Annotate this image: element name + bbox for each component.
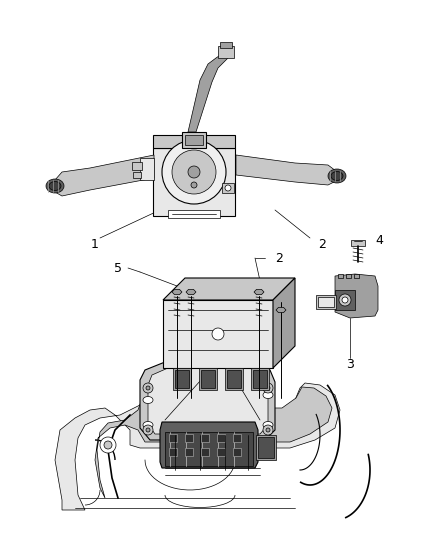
Circle shape [266,386,270,390]
Bar [182,132,206,148]
Circle shape [225,185,231,191]
Circle shape [263,425,273,435]
Bar [220,42,232,48]
Ellipse shape [263,392,273,399]
Bar [185,434,193,442]
Circle shape [339,294,351,306]
Bar [233,434,241,442]
Bar [168,210,220,218]
Bar [258,437,274,458]
Text: 4: 4 [375,233,383,246]
Bar [222,183,234,193]
Polygon shape [148,368,268,434]
Circle shape [266,428,270,432]
Bar [354,274,359,278]
Circle shape [263,383,273,393]
Bar [253,370,267,388]
Bar [153,148,235,216]
Polygon shape [335,274,378,318]
Polygon shape [172,289,182,295]
Bar [163,300,273,368]
Bar [217,434,225,442]
Circle shape [212,328,224,340]
Ellipse shape [263,422,273,429]
Bar [169,448,177,456]
Polygon shape [188,54,228,132]
Polygon shape [254,289,264,295]
Text: 3: 3 [346,359,354,372]
Text: 2: 2 [318,238,326,251]
Polygon shape [276,308,286,312]
Polygon shape [273,278,295,368]
Ellipse shape [49,182,61,190]
Bar [153,135,235,148]
Bar [165,432,253,466]
Bar [351,240,365,246]
Bar [218,46,234,58]
Circle shape [342,297,348,303]
Ellipse shape [46,179,64,193]
Text: 5: 5 [114,262,122,274]
Bar [335,290,355,310]
Circle shape [191,182,197,188]
Bar [173,368,191,390]
Circle shape [219,436,231,448]
Bar [256,435,276,460]
Bar [346,274,351,278]
Circle shape [162,140,226,204]
Bar [338,274,343,278]
Polygon shape [236,155,336,185]
Bar [132,162,142,170]
Bar [185,448,193,456]
Bar [201,448,209,456]
Polygon shape [160,422,258,468]
Polygon shape [55,155,154,196]
Bar [233,448,241,456]
Bar [318,297,334,307]
Polygon shape [55,365,340,510]
Circle shape [143,425,153,435]
Circle shape [146,428,150,432]
Bar [175,370,189,388]
Circle shape [146,386,150,390]
Polygon shape [163,278,295,300]
Polygon shape [186,289,196,295]
Ellipse shape [143,397,153,403]
Bar [133,172,141,178]
Circle shape [188,166,200,178]
Polygon shape [95,370,332,498]
Circle shape [143,383,153,393]
Bar [201,370,215,388]
Ellipse shape [143,422,153,429]
Bar [227,370,241,388]
Bar [225,368,243,390]
Bar [316,295,336,309]
Bar [169,434,177,442]
Bar [251,368,269,390]
Polygon shape [140,362,275,440]
Ellipse shape [328,169,346,183]
Circle shape [100,437,116,453]
Text: 2: 2 [275,252,283,264]
Circle shape [104,441,112,449]
Bar [201,434,209,442]
Bar [185,135,203,145]
Bar [140,158,154,180]
Text: 1: 1 [91,238,99,251]
Bar [199,368,217,390]
Ellipse shape [331,172,343,181]
Circle shape [172,150,216,194]
Bar [217,448,225,456]
